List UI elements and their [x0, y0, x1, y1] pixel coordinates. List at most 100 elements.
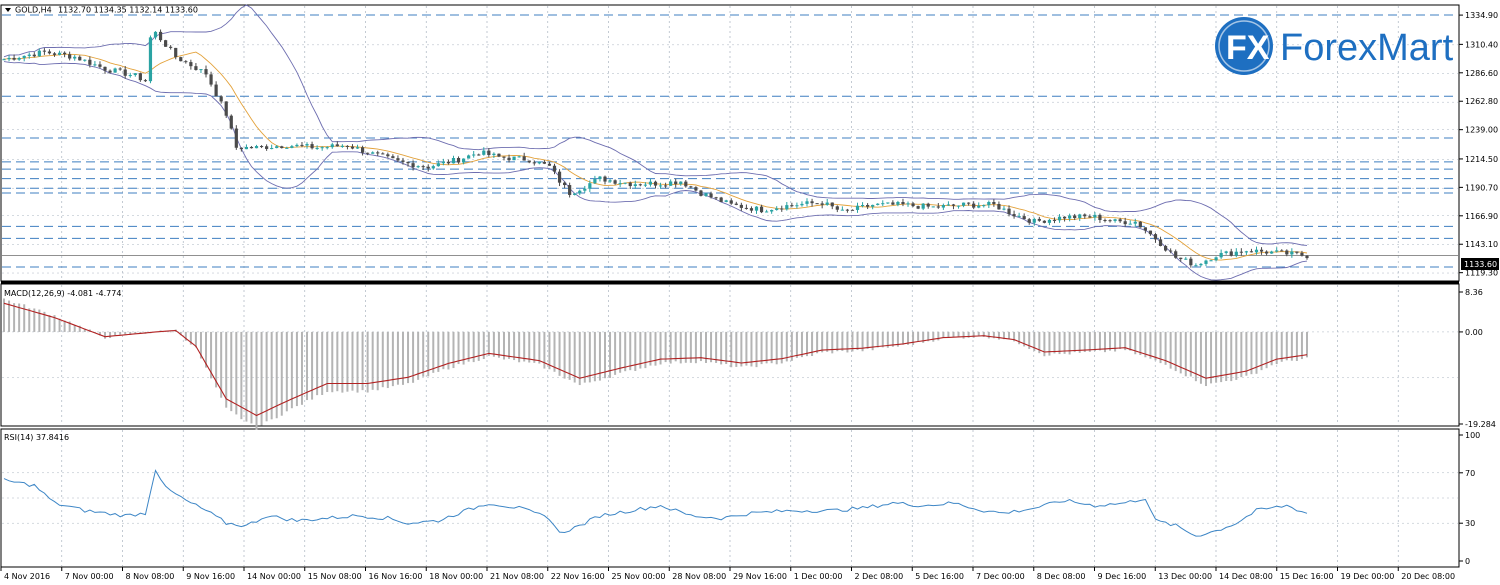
- macd-histogram-bar: [1154, 331, 1157, 361]
- macd-histogram-bar: [553, 331, 556, 372]
- candle-body: [876, 203, 880, 205]
- candle-body: [12, 57, 16, 60]
- macd-histogram-bar: [725, 331, 728, 365]
- symbol-title[interactable]: GOLD,H4: [15, 6, 52, 15]
- macd-histogram-bar: [1144, 331, 1147, 358]
- candle-body: [1259, 249, 1264, 252]
- candle-body: [679, 181, 683, 185]
- fx-mark: FX: [1226, 29, 1270, 67]
- candle-body: [790, 205, 794, 207]
- candle-body: [148, 37, 153, 82]
- macd-histogram-bar: [442, 331, 445, 370]
- candle-body: [603, 176, 607, 182]
- horizontal-levels: [2, 14, 1458, 268]
- candle-body: [517, 156, 521, 158]
- macd-histogram-bar: [1285, 331, 1288, 361]
- macd-histogram-bar: [856, 331, 859, 351]
- y-tick-label: 0.00: [1465, 328, 1483, 337]
- macd-histogram-bar: [992, 331, 995, 339]
- macd-histogram-bar: [98, 331, 101, 336]
- macd-histogram-bar: [664, 331, 667, 363]
- candle-body: [340, 145, 344, 147]
- macd-histogram-bar: [477, 331, 480, 361]
- symbol-dropdown-icon[interactable]: [5, 8, 11, 12]
- macd-histogram-bar: [1134, 331, 1137, 355]
- macd-histogram-bar: [457, 331, 460, 365]
- macd-histogram-bar: [1255, 331, 1258, 374]
- macd-histogram-bar: [962, 331, 965, 339]
- macd-histogram-bar: [184, 331, 187, 341]
- macd-histogram-bar: [300, 331, 303, 405]
- macd-histogram-bar: [1023, 331, 1026, 347]
- candle-body: [608, 180, 612, 182]
- macd-histogram-bar: [1093, 331, 1096, 352]
- macd-histogram-bar: [922, 331, 925, 343]
- macd-histogram-bar: [407, 331, 410, 384]
- candle-body: [1128, 223, 1132, 225]
- candle-body: [886, 202, 890, 204]
- macd-histogram-bar: [472, 331, 475, 363]
- candle-body: [967, 202, 971, 204]
- candle-body: [1073, 215, 1077, 219]
- macd-histogram-bar: [1240, 331, 1243, 378]
- candle-body: [739, 204, 743, 208]
- macd-histogram-bar: [896, 331, 899, 347]
- macd-histogram-bar: [750, 331, 753, 367]
- candle-body: [118, 68, 122, 70]
- candle-body: [532, 162, 536, 164]
- candle-body: [194, 66, 198, 71]
- candle-body: [951, 204, 956, 206]
- candle-body: [1224, 251, 1228, 253]
- candle-body: [537, 161, 541, 164]
- candle-body: [229, 115, 233, 129]
- candle-body: [416, 166, 420, 168]
- macd-histogram-bar: [1179, 331, 1182, 374]
- macd-histogram-bar: [775, 331, 778, 365]
- candle-body: [431, 166, 435, 169]
- candle-body: [73, 56, 77, 59]
- macd-histogram-bar: [230, 331, 233, 412]
- y-tick-label: 1190.70: [1465, 183, 1498, 192]
- macd-histogram-bar: [846, 331, 849, 353]
- candle-body: [860, 205, 865, 207]
- candle-body: [451, 157, 456, 164]
- macd-histogram-bar: [93, 331, 96, 333]
- x-tick-label: 28 Nov 08:00: [672, 572, 726, 581]
- candle-body: [1209, 260, 1213, 262]
- y-tick-label: 1286.60: [1465, 69, 1498, 78]
- candle-body: [1037, 218, 1041, 221]
- macd-histogram-bar: [639, 331, 642, 369]
- macd-histogram-bar: [1018, 331, 1021, 345]
- x-tick-label: 15 Dec 16:00: [1280, 572, 1334, 581]
- candle-body: [1027, 219, 1031, 223]
- macd-histogram-bar: [1033, 331, 1036, 352]
- candle-body: [1138, 221, 1142, 228]
- candle-body: [1113, 219, 1117, 221]
- rsi-label: RSI(14) 37.8416: [4, 433, 69, 442]
- macd-histogram-bar: [194, 331, 197, 348]
- macd-histogram-bar: [1215, 331, 1218, 383]
- macd-histogram-bar: [467, 331, 470, 362]
- x-tick-label: 25 Nov 00:00: [612, 572, 666, 581]
- macd-histogram-bar: [674, 331, 677, 362]
- macd-histogram-bar: [821, 331, 824, 353]
- macd-histogram-bar: [1149, 331, 1152, 359]
- candle-body: [265, 146, 269, 149]
- macd-histogram-bar: [1280, 331, 1283, 362]
- macd-histogram-bar: [240, 331, 243, 420]
- macd-histogram-bar: [548, 331, 551, 370]
- candle-body: [689, 186, 693, 188]
- macd-histogram-bar: [134, 331, 137, 334]
- macd-histogram-bar: [1053, 331, 1056, 354]
- macd-histogram-bar: [437, 331, 440, 372]
- candle-body: [1270, 251, 1274, 254]
- candle-body: [810, 201, 814, 204]
- macd-histogram-bar: [1189, 331, 1192, 377]
- fx-badge-icon: [1215, 17, 1273, 75]
- macd-histogram-bar: [912, 331, 915, 345]
- candle-body: [1189, 258, 1193, 266]
- macd-histogram-bar: [1109, 331, 1112, 351]
- candle-body: [583, 188, 587, 191]
- candle-body: [770, 209, 774, 212]
